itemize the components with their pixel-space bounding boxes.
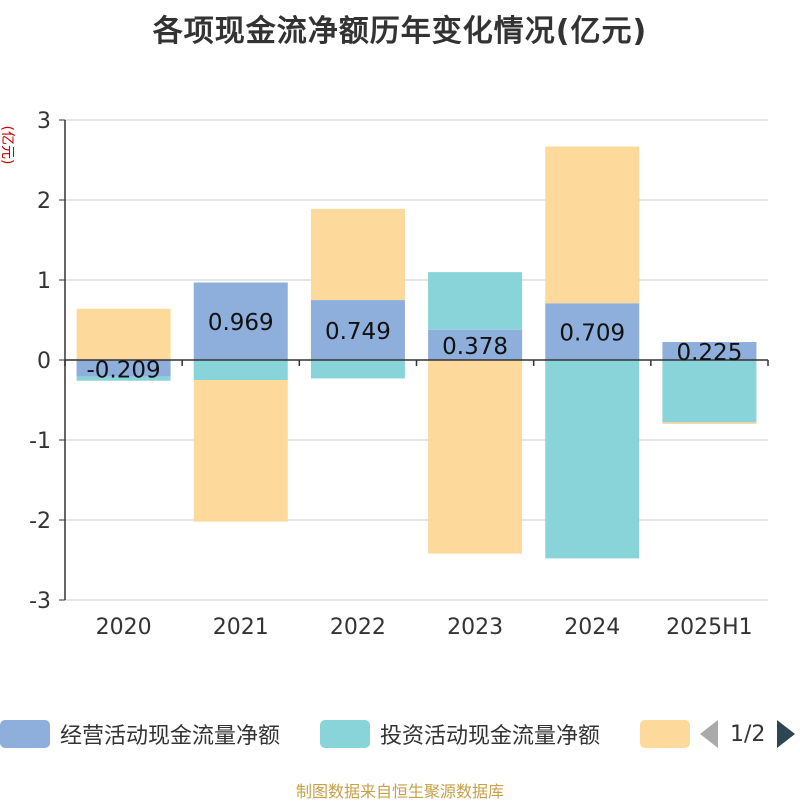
bar-2025H1-series-1 — [662, 360, 757, 423]
bar-2022-series-0 — [310, 300, 405, 360]
data-label: -0.209 — [87, 357, 161, 383]
bar-2021-series-1 — [193, 360, 288, 380]
bar-2020-series-2 — [76, 308, 171, 360]
legend-item-third[interactable] — [640, 716, 690, 752]
bar-2022-series-2 — [310, 208, 405, 301]
legend-page-indicator: 1/2 — [730, 721, 766, 747]
y-tick-label: 3 — [37, 109, 51, 134]
chart-title: 各项现金流净额历年变化情况(亿元) — [152, 14, 648, 49]
legend-swatch-investing — [320, 720, 370, 748]
data-label: 0.969 — [208, 310, 274, 336]
bar-2024-series-2 — [545, 146, 640, 304]
legend-pager: 1/2 — [700, 716, 796, 752]
legend-swatch-operating — [0, 720, 50, 748]
legend-swatch-third — [640, 720, 690, 748]
bar-2023-series-1 — [428, 272, 523, 330]
x-tick-label: 2023 — [447, 615, 503, 640]
y-tick-label: 1 — [37, 269, 51, 294]
data-label: 0.225 — [676, 340, 742, 366]
data-label: 0.749 — [325, 319, 391, 345]
y-tick-label: -2 — [29, 509, 51, 534]
bar-2022-series-1 — [310, 360, 405, 379]
bar-2025H1-series-0 — [662, 342, 757, 360]
bar-2025H1-series-2 — [662, 422, 757, 424]
bar-2023-series-2 — [428, 360, 523, 554]
legend: 经营活动现金流量净额 投资活动现金流量净额 1/2 — [0, 716, 800, 752]
bar-2020-series-1 — [76, 376, 171, 381]
bar-2021-series-2 — [193, 380, 288, 522]
x-tick-label: 2020 — [96, 615, 152, 640]
x-tick-label: 2021 — [213, 615, 269, 640]
y-tick-label: -3 — [29, 589, 51, 614]
data-label: 0.709 — [559, 321, 625, 347]
data-label: 0.378 — [442, 334, 508, 360]
y-tick-label: 2 — [37, 189, 51, 214]
bar-2024-series-0 — [545, 303, 640, 360]
legend-item-investing[interactable]: 投资活动现金流量净额 — [320, 716, 600, 752]
legend-item-operating[interactable]: 经营活动现金流量净额 — [0, 716, 280, 752]
x-tick-label: 2025H1 — [666, 615, 753, 640]
legend-prev-icon[interactable] — [700, 720, 718, 748]
legend-label-investing: 投资活动现金流量净额 — [380, 724, 601, 749]
legend-label-operating: 经营活动现金流量净额 — [60, 724, 281, 749]
legend-next-icon[interactable] — [777, 720, 796, 748]
x-tick-label: 2022 — [330, 615, 386, 640]
source-note: 制图数据来自恒生聚源数据库 — [295, 782, 504, 801]
x-tick-label: 2024 — [564, 615, 620, 640]
y-axis-label: (亿元) — [0, 126, 15, 165]
bar-2023-series-0 — [428, 329, 523, 360]
y-tick-label: -1 — [29, 429, 51, 454]
bar-2020-series-0 — [76, 360, 171, 377]
bar-2024-series-1 — [545, 360, 640, 559]
bar-2021-series-0 — [193, 282, 288, 360]
y-tick-label: 0 — [37, 349, 51, 374]
